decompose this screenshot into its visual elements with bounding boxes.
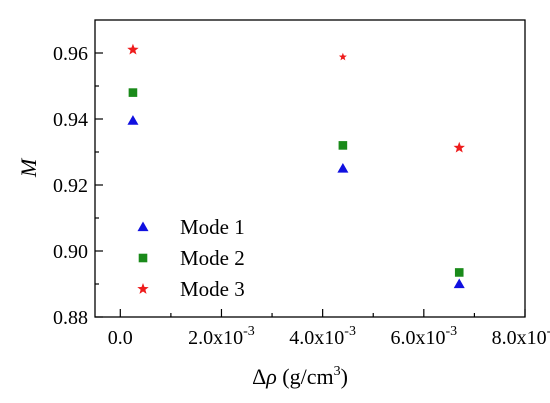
legend-label: Mode 3 [180,277,245,301]
point-star-series-3 [338,52,347,61]
point-triangle-series-1 [453,278,465,289]
point-square-series-2 [454,268,464,277]
legend-marker-star [137,283,149,294]
y-tick-label: 0.94 [53,109,88,131]
x-tick-label: 4.0x10-3 [289,324,356,349]
x-tick-label: 0.0 [108,327,133,349]
x-tick-label: 2.0x10-3 [188,324,255,349]
point-triangle-series-1 [127,115,139,125]
point-square-series-2 [128,88,138,97]
x-tick-label: 6.0x10-3 [390,324,457,349]
y-axis: 0.88 0.90 0.92 0.94 0.96 [53,43,103,329]
y-tick-label: 0.88 [53,307,88,329]
y-tick-label: 0.90 [53,241,88,263]
point-star-series-3 [127,43,139,55]
y-tick-label: 0.92 [53,175,88,197]
x-tick-label: 8.0x10-3 [492,324,550,349]
data-points [127,43,465,289]
legend-label: Mode 2 [180,246,245,270]
point-star-series-3 [453,141,465,153]
plot-area [94,19,526,318]
x-axis-label: Δρ (g/cm3) [252,364,348,389]
legend: Mode 1 Mode 2 Mode 3 [137,215,245,301]
y-axis-label: M [16,157,41,178]
y-tick-label: 0.96 [53,43,88,65]
point-square-series-2 [338,141,348,150]
point-triangle-series-1 [337,163,349,173]
legend-marker-triangle [137,221,149,232]
legend-label: Mode 1 [180,215,245,239]
x-axis: 0.0 2.0x10-3 4.0x10-3 6.0x10-3 8.0x10-3 [108,309,550,349]
legend-marker-square [138,253,148,263]
